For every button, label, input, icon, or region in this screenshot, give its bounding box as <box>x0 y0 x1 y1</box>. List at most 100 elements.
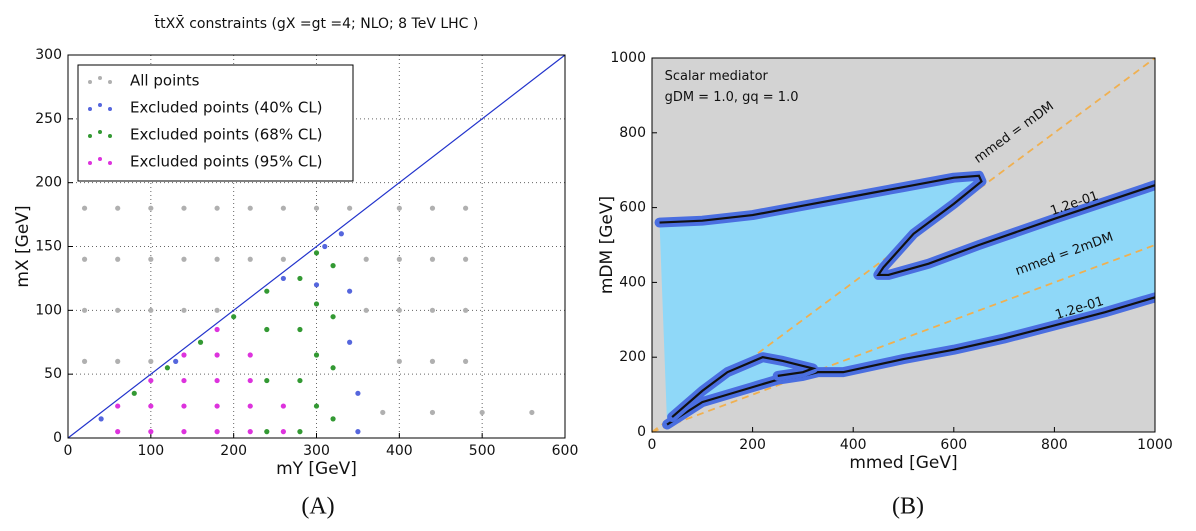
point <box>264 288 270 294</box>
point <box>297 275 303 282</box>
legend-box <box>77 64 354 182</box>
point <box>214 429 220 435</box>
x-tick-label: 600 <box>940 437 967 453</box>
legend-label: Excluded points (68% CL) <box>130 126 323 144</box>
plot-frame <box>67 54 566 439</box>
x-tick-label: 500 <box>469 443 496 459</box>
point <box>164 365 170 371</box>
annotation: gDM = 1.0, gq = 1.0 <box>665 90 799 105</box>
contour-line <box>666 296 1155 426</box>
point <box>231 314 237 320</box>
point <box>197 339 204 345</box>
point <box>396 256 402 262</box>
plot-frame <box>651 57 1156 433</box>
point <box>380 409 386 416</box>
point <box>214 307 220 313</box>
point <box>313 250 320 256</box>
point <box>330 365 336 371</box>
diagonal <box>67 54 566 439</box>
point <box>396 358 402 364</box>
x-tick-label: 200 <box>220 443 247 459</box>
legend-marker <box>108 134 112 138</box>
point <box>181 429 187 435</box>
point <box>181 307 187 313</box>
point <box>280 429 286 435</box>
point <box>81 256 88 262</box>
point <box>148 256 154 262</box>
point <box>322 243 328 250</box>
point <box>429 358 436 364</box>
legend-marker <box>108 161 112 165</box>
point <box>264 377 270 384</box>
point <box>264 326 270 333</box>
point <box>463 358 469 364</box>
y-tick-label: 400 <box>619 274 646 290</box>
x-tick-label: 100 <box>137 443 164 459</box>
point <box>396 307 402 313</box>
point <box>115 403 121 409</box>
x-tick-label: 300 <box>303 443 330 459</box>
y-axis-label: mDM [GeV] <box>597 196 617 294</box>
legend-marker <box>88 134 92 138</box>
point <box>131 390 137 396</box>
point <box>347 288 353 294</box>
contour-line <box>659 174 1155 277</box>
y-tick-label: 1000 <box>610 50 646 66</box>
x-tick-label: 600 <box>552 443 579 459</box>
y-tick-label: 600 <box>619 200 646 216</box>
legend-label: Excluded points (95% CL) <box>130 153 323 171</box>
point <box>98 416 104 422</box>
point <box>181 377 187 384</box>
x-tick-label: 0 <box>648 437 657 453</box>
point <box>363 256 369 262</box>
point <box>396 205 402 211</box>
legend-marker <box>108 107 112 111</box>
x-tick-label: 400 <box>840 437 867 453</box>
point <box>148 403 154 409</box>
point <box>429 409 436 416</box>
point <box>529 409 535 416</box>
point <box>363 307 369 313</box>
reference-line <box>651 244 1156 433</box>
point <box>247 256 253 262</box>
legend-marker <box>98 103 102 107</box>
chart-title: t̄tXX̄ constraints (gX =gt =4; NLO; 8 Te… <box>154 14 478 32</box>
y-tick-label: 0 <box>53 430 62 446</box>
point <box>297 377 303 384</box>
y-tick-label: 250 <box>35 111 62 127</box>
y-tick-label: 50 <box>44 366 62 382</box>
legend-marker <box>88 107 92 111</box>
point <box>214 326 220 333</box>
point <box>330 314 336 320</box>
point <box>463 307 469 313</box>
point <box>81 205 88 211</box>
legend-marker <box>98 157 102 161</box>
legend-marker <box>108 80 112 84</box>
point <box>280 275 286 282</box>
y-tick-label: 200 <box>619 349 646 365</box>
point <box>181 256 187 262</box>
legend-marker <box>98 130 102 134</box>
point <box>115 307 121 313</box>
point <box>355 390 361 396</box>
point <box>247 352 253 358</box>
y-axis-label: mX [GeV] <box>13 205 33 287</box>
point <box>148 377 154 384</box>
y-tick-label: 100 <box>35 302 62 318</box>
point <box>429 205 436 211</box>
point <box>247 377 253 384</box>
caption: (B) <box>892 494 924 520</box>
contour-line <box>671 356 817 418</box>
legend-marker <box>98 76 102 80</box>
point <box>479 409 485 416</box>
y-tick-label: 200 <box>35 175 62 191</box>
x-tick-label: 200 <box>739 437 766 453</box>
x-tick-label: 0 <box>64 443 73 459</box>
point <box>181 352 187 358</box>
point <box>280 403 286 409</box>
caption: (A) <box>301 494 334 520</box>
point <box>148 358 154 364</box>
point <box>115 358 121 364</box>
point <box>115 205 121 211</box>
